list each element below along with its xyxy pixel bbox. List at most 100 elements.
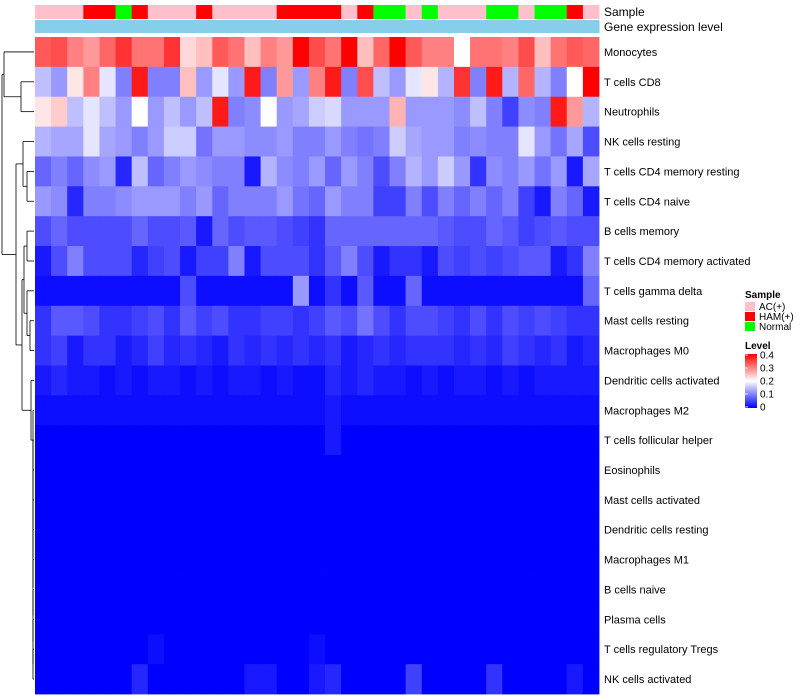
heatmap-cell bbox=[260, 425, 278, 456]
heatmap-cell bbox=[99, 126, 116, 157]
heatmap-cell bbox=[99, 335, 116, 366]
heatmap-cell bbox=[582, 425, 600, 456]
heatmap-cell bbox=[373, 664, 390, 695]
heatmap-cell bbox=[276, 37, 294, 68]
heatmap-cell bbox=[582, 156, 600, 187]
heatmap-cell bbox=[486, 365, 503, 396]
sample-legend-swatch bbox=[745, 322, 755, 331]
heatmap-cell bbox=[308, 96, 326, 127]
heatmap-cell bbox=[486, 37, 503, 68]
heatmap-cell bbox=[518, 664, 535, 695]
heatmap-cell bbox=[437, 365, 455, 396]
heatmap-cell bbox=[325, 246, 342, 277]
heatmap-cell bbox=[582, 216, 600, 247]
heatmap-cell bbox=[421, 37, 439, 68]
heatmap-cell bbox=[99, 574, 116, 605]
heatmap-cell bbox=[99, 275, 116, 307]
heatmap-cell bbox=[341, 484, 358, 516]
heatmap-cell bbox=[212, 514, 229, 546]
heatmap-cell bbox=[357, 96, 374, 127]
sample-annotation-cell bbox=[373, 5, 390, 19]
heatmap-cell bbox=[276, 156, 294, 187]
heatmap-cell bbox=[550, 484, 568, 516]
heatmap-cell bbox=[373, 425, 390, 456]
heatmap-cell bbox=[373, 305, 390, 337]
heatmap-cell bbox=[421, 574, 439, 605]
heatmap-cell bbox=[518, 66, 535, 98]
row-label: T cells CD4 naive bbox=[604, 196, 690, 208]
heatmap-cell bbox=[486, 335, 503, 366]
heatmap-cell bbox=[325, 574, 342, 605]
heatmap-cell bbox=[292, 574, 310, 605]
heatmap-cell bbox=[566, 216, 584, 247]
heatmap-cell bbox=[534, 455, 552, 486]
heatmap-cell bbox=[163, 216, 181, 247]
heatmap-cell bbox=[308, 246, 326, 277]
heatmap-cell bbox=[421, 305, 439, 337]
sample-annotation-cell bbox=[389, 5, 407, 19]
heatmap-cell bbox=[502, 335, 519, 366]
heatmap-cell bbox=[550, 246, 568, 277]
heatmap-cell bbox=[163, 96, 181, 127]
row-label: Dendritic cells activated bbox=[604, 375, 720, 387]
sample-annotation-cell bbox=[502, 5, 519, 19]
heatmap-cell bbox=[115, 96, 133, 127]
row-labels: Monocytes T cells CD8 Neutrophils NK cells … bbox=[604, 47, 751, 686]
sample-annotation-cell bbox=[550, 5, 568, 19]
heatmap-cell bbox=[308, 425, 326, 456]
sample-annotation-cell bbox=[180, 5, 197, 19]
heatmap-cell bbox=[325, 126, 342, 157]
heatmap-cell bbox=[389, 275, 407, 307]
row-dendrogram bbox=[1, 51, 34, 680]
heatmap-cell bbox=[389, 574, 407, 605]
heatmap-cell bbox=[212, 544, 229, 575]
heatmap-cell bbox=[357, 335, 374, 366]
heatmap-cell bbox=[453, 425, 471, 456]
heatmap-cell bbox=[163, 37, 181, 68]
heatmap-cell bbox=[325, 425, 342, 456]
heatmap-cell bbox=[228, 455, 245, 486]
heatmap-cell bbox=[212, 186, 229, 217]
heatmap-cell bbox=[244, 455, 261, 486]
heatmap-cell bbox=[83, 66, 100, 98]
sample-annotation-cell bbox=[212, 5, 229, 19]
heatmap-cell bbox=[212, 216, 229, 247]
heatmap-cell bbox=[212, 335, 229, 366]
heatmap-cell bbox=[99, 246, 116, 277]
heatmap-cell bbox=[357, 246, 374, 277]
heatmap-cell bbox=[147, 66, 165, 98]
heatmap-cell bbox=[180, 484, 197, 516]
heatmap-cell bbox=[582, 275, 600, 307]
heatmap-cell bbox=[325, 395, 342, 426]
heatmap-cell bbox=[276, 604, 294, 635]
heatmap-cell bbox=[502, 305, 519, 337]
heatmap-cell bbox=[421, 455, 439, 486]
heatmap-cell bbox=[99, 604, 116, 635]
heatmap-cell bbox=[453, 664, 471, 695]
heatmap-cell bbox=[83, 574, 100, 605]
heatmap-cell bbox=[35, 365, 52, 396]
heatmap-cell bbox=[453, 455, 471, 486]
heatmap-cell bbox=[582, 126, 600, 157]
heatmap-cell bbox=[421, 186, 439, 217]
sample-annotation-cell bbox=[244, 5, 261, 19]
heatmap-cell bbox=[292, 275, 310, 307]
heatmap-cell bbox=[341, 455, 358, 486]
heatmap-cell bbox=[244, 305, 261, 337]
heatmap-cell bbox=[67, 186, 84, 217]
heatmap-cell bbox=[582, 455, 600, 486]
heatmap-cell bbox=[260, 634, 278, 665]
heatmap-cell bbox=[550, 574, 568, 605]
heatmap-cell bbox=[99, 664, 116, 695]
heatmap-cell bbox=[212, 305, 229, 337]
heatmap-cell bbox=[502, 574, 519, 605]
heatmap-cell bbox=[131, 365, 149, 396]
heatmap-cell bbox=[244, 425, 261, 456]
heatmap-cell bbox=[453, 544, 471, 575]
level-tick-label: 0.4 bbox=[760, 351, 774, 362]
heatmap-cell bbox=[244, 634, 261, 665]
heatmap-cell bbox=[486, 216, 503, 247]
heatmap-cell bbox=[67, 514, 84, 546]
heatmap-cell bbox=[518, 395, 535, 426]
heatmap-cell bbox=[228, 365, 245, 396]
